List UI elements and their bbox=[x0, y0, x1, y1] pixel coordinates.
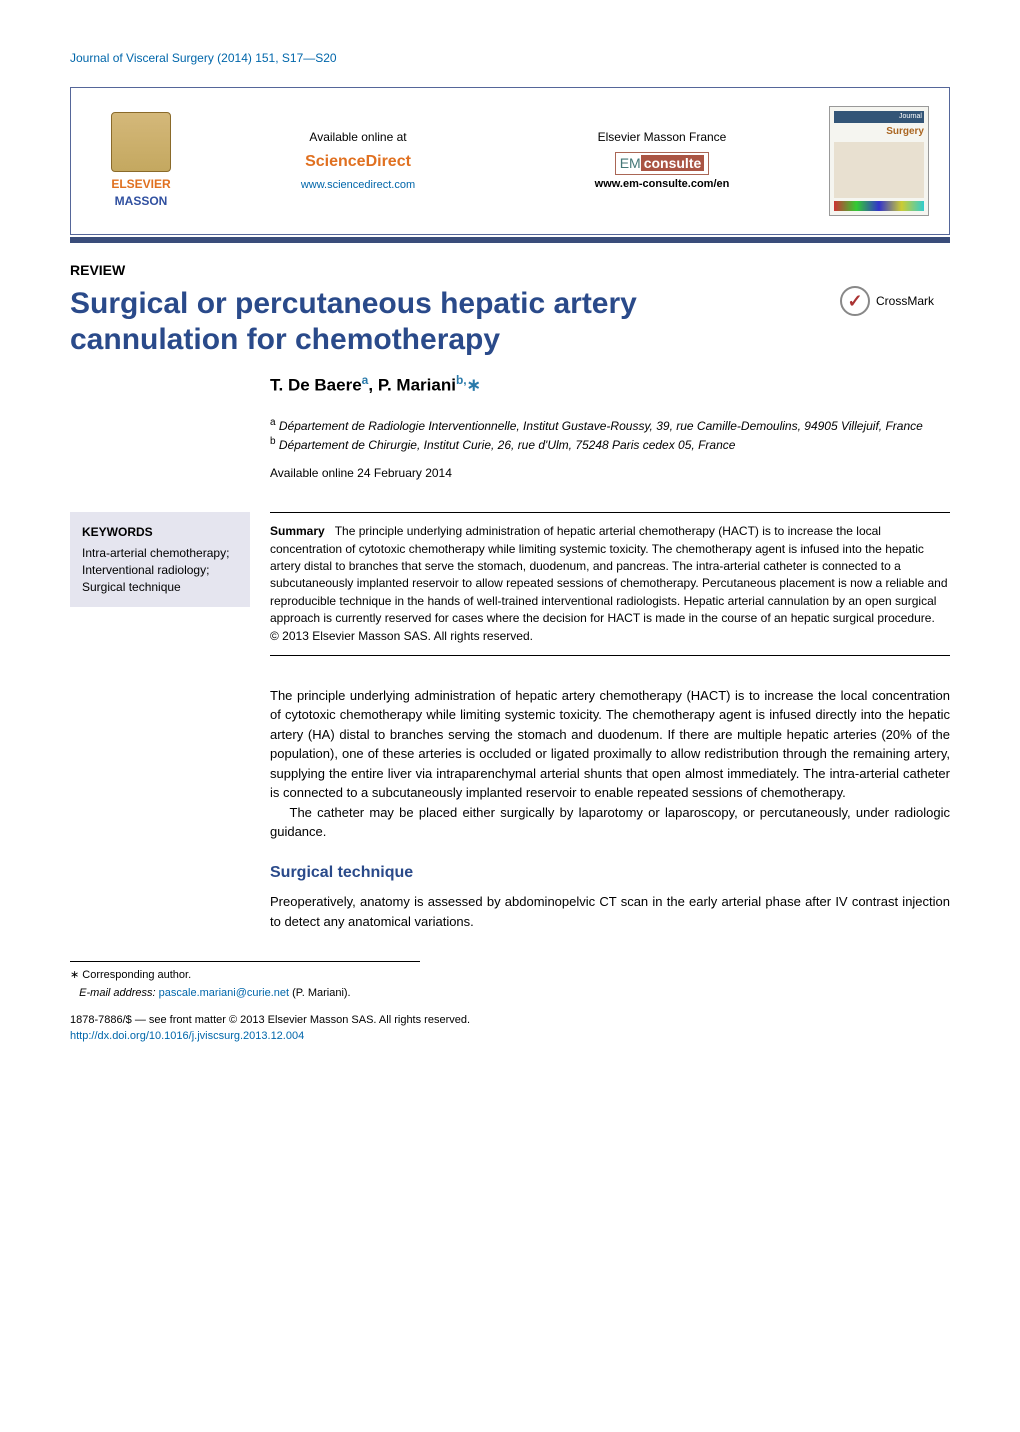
publisher-logo: ELSEVIER MASSON bbox=[91, 111, 191, 211]
summary-box: Summary The principle underlying adminis… bbox=[270, 512, 950, 656]
keywords-heading: KEYWORDS bbox=[82, 524, 238, 541]
article-type-label: REVIEW bbox=[70, 261, 950, 281]
elsevier-tree-icon bbox=[111, 112, 171, 172]
affil-b-sup: b bbox=[270, 436, 276, 447]
sciencedirect-block: Available online at ScienceDirect www.sc… bbox=[221, 129, 495, 194]
summary-copyright: © 2013 Elsevier Masson SAS. All rights r… bbox=[270, 629, 533, 643]
em-consulte-link[interactable]: www.em-consulte.com/en bbox=[525, 177, 799, 192]
divider-bar bbox=[70, 237, 950, 243]
corresponding-star-icon: ∗ bbox=[467, 376, 481, 395]
cover-bottom-bar-icon bbox=[834, 201, 924, 211]
available-online-label: Available online at bbox=[221, 129, 495, 146]
available-online-date: Available online 24 February 2014 bbox=[270, 465, 950, 482]
footnote-star-icon: ∗ bbox=[70, 969, 79, 981]
cover-image-icon bbox=[834, 142, 924, 198]
em-text: EM bbox=[620, 155, 641, 171]
cover-pretitle: Journal bbox=[834, 111, 924, 123]
emf-label: Elsevier Masson France bbox=[525, 129, 799, 146]
consulte-text: consulte bbox=[641, 155, 705, 171]
doi-link[interactable]: http://dx.doi.org/10.1016/j.jviscsurg.20… bbox=[70, 1029, 950, 1044]
email-link[interactable]: pascale.mariani@curie.net bbox=[159, 987, 289, 999]
affil-a-sup: a bbox=[270, 417, 276, 428]
author-1-affil-sup: a bbox=[362, 373, 369, 387]
corresponding-footnote: ∗ Corresponding author. bbox=[70, 968, 950, 983]
body-paragraph-2: The catheter may be placed either surgic… bbox=[270, 803, 950, 842]
crossmark-badge[interactable]: ✓ CrossMark bbox=[840, 286, 950, 316]
sciencedirect-link[interactable]: www.sciencedirect.com bbox=[221, 178, 495, 193]
corresponding-author-label: Corresponding author. bbox=[82, 969, 191, 981]
email-attribution: (P. Mariani). bbox=[292, 987, 350, 999]
author-2-name: P. Mariani bbox=[378, 376, 456, 395]
publisher-name-2: MASSON bbox=[115, 193, 168, 210]
body-paragraph-1: The principle underlying administration … bbox=[270, 686, 950, 842]
author-1-name: T. De Baere bbox=[270, 376, 362, 395]
summary-text: The principle underlying administration … bbox=[270, 524, 948, 625]
email-label: E-mail address: bbox=[79, 987, 155, 999]
article-title: Surgical or percutaneous hepatic artery … bbox=[70, 286, 810, 358]
keywords-list: Intra-arterial chemotherapy; Interventio… bbox=[82, 545, 238, 595]
header-banner: ELSEVIER MASSON Available online at Scie… bbox=[70, 87, 950, 235]
affiliations: a Département de Radiologie Intervention… bbox=[270, 416, 950, 454]
crossmark-check-icon: ✓ bbox=[840, 286, 870, 316]
journal-cover-thumbnail: Journal Surgery bbox=[829, 106, 929, 216]
em-consulte-logo: EMconsulte bbox=[615, 152, 710, 176]
em-consulte-block: Elsevier Masson France EMconsulte www.em… bbox=[525, 129, 799, 193]
publisher-name-1: ELSEVIER bbox=[111, 176, 170, 193]
sciencedirect-brand: ScienceDirect bbox=[221, 151, 495, 173]
section-surgical-p1: Preoperatively, anatomy is assessed by a… bbox=[270, 892, 950, 931]
crossmark-label: CrossMark bbox=[876, 293, 934, 310]
email-footnote: E-mail address: pascale.mariani@curie.ne… bbox=[70, 986, 950, 1001]
affil-a-text: Département de Radiologie Interventionne… bbox=[279, 419, 923, 433]
affil-b-text: Département de Chirurgie, Institut Curie… bbox=[279, 438, 736, 452]
author-2-affil-sup: b, bbox=[456, 373, 467, 387]
cover-title: Surgery bbox=[834, 125, 924, 139]
journal-reference-link[interactable]: Journal of Visceral Surgery (2014) 151, … bbox=[70, 51, 337, 65]
journal-reference: Journal of Visceral Surgery (2014) 151, … bbox=[70, 50, 950, 67]
footnote-rule bbox=[70, 961, 420, 962]
summary-heading: Summary bbox=[270, 524, 325, 538]
section-heading-surgical: Surgical technique bbox=[270, 862, 950, 884]
keywords-box: KEYWORDS Intra-arterial chemotherapy; In… bbox=[70, 512, 250, 607]
issn-copyright-line: 1878-7886/$ — see front matter © 2013 El… bbox=[70, 1013, 950, 1028]
authors: T. De Baerea, P. Marianib,∗ bbox=[270, 372, 950, 397]
